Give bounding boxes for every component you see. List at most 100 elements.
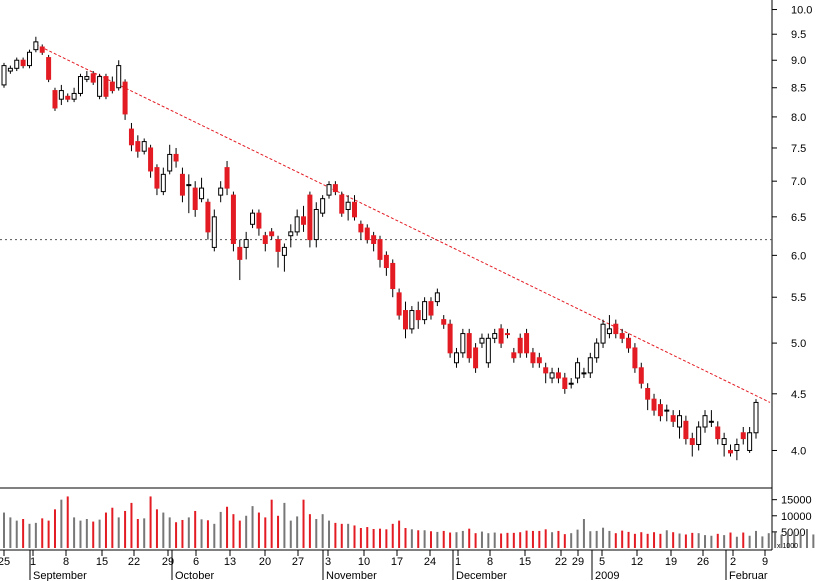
volume-bar [98, 519, 101, 548]
volume-bar [73, 517, 76, 548]
candle [26, 49, 32, 69]
candle [339, 191, 345, 217]
candle-body [84, 76, 90, 80]
day-tick-label: 3 [325, 556, 331, 568]
volume-bar [175, 522, 178, 548]
volume-bar [672, 532, 675, 548]
volume-bar [379, 528, 381, 548]
volume-bar [308, 514, 311, 548]
candle-body [460, 333, 466, 354]
day-tick-label: 15 [519, 556, 531, 568]
candlestick-series [1, 36, 759, 461]
candle [708, 410, 714, 428]
volume-bar [391, 523, 394, 548]
candle-body [683, 420, 689, 440]
day-tick-label: 20 [259, 556, 271, 568]
volume-bar [277, 515, 280, 548]
candle [562, 372, 568, 394]
candle-body [390, 262, 396, 290]
volume-bar [576, 529, 579, 548]
candle-body [498, 328, 504, 344]
candle-body [415, 310, 421, 321]
candle [294, 209, 300, 236]
candle-body [97, 76, 103, 97]
candle [326, 181, 332, 199]
candle [504, 328, 510, 339]
candle-body [600, 323, 606, 344]
candle-body [167, 153, 173, 172]
candle [434, 288, 440, 307]
candle-body [555, 372, 561, 379]
day-tick-label: 2 [730, 556, 736, 568]
candle [148, 144, 154, 178]
candle-body [670, 415, 676, 422]
candle-body [14, 59, 20, 69]
volume-bar [761, 536, 764, 548]
candle [619, 328, 625, 344]
volume-bar [296, 516, 299, 548]
candle [422, 297, 428, 325]
volume-bar [328, 520, 331, 548]
candle-body [581, 372, 587, 375]
volume-bar [92, 521, 95, 548]
candle [358, 220, 364, 240]
volume-bar [60, 499, 63, 548]
candle-body [371, 235, 377, 244]
volume-bar [245, 515, 248, 548]
volume-bar [710, 535, 713, 548]
candle-body [632, 347, 638, 369]
candle-body [626, 337, 632, 349]
day-tick-label: 10 [358, 556, 370, 568]
candle [256, 209, 262, 236]
day-tick-label: 29 [572, 556, 584, 568]
candle [543, 362, 549, 384]
volume-panel: 50001000015000 x 1000 [3, 488, 815, 550]
volume-bar [602, 527, 605, 548]
candle [352, 195, 358, 221]
candle-body [148, 147, 154, 172]
day-tick-label: 26 [697, 556, 709, 568]
volume-bar [723, 535, 726, 548]
candle [473, 343, 479, 373]
candle-body [52, 90, 58, 109]
candle [696, 421, 702, 451]
candle [224, 160, 230, 196]
volume-bar [493, 532, 496, 548]
day-tick-label: 22 [128, 556, 140, 568]
candle-body [664, 409, 670, 412]
candle-body [651, 398, 657, 411]
volume-bar [79, 520, 82, 548]
volume-bar [442, 530, 445, 548]
candle-body [339, 194, 345, 214]
candle [479, 333, 485, 348]
candle [84, 71, 90, 83]
candle-body [594, 342, 600, 359]
candle-body [434, 292, 440, 303]
candle [135, 135, 141, 158]
candle [199, 177, 205, 203]
candle [160, 167, 166, 196]
volume-bar [474, 533, 477, 548]
volume-bar [347, 523, 350, 548]
volume-bar [793, 531, 796, 548]
volume-bar [640, 532, 643, 548]
candle-body [677, 415, 683, 428]
candle-body [332, 184, 338, 193]
volume-bar [213, 523, 216, 548]
volume-bar [512, 532, 515, 548]
candle-body [109, 81, 115, 92]
candle [645, 383, 651, 411]
month-tick-label: Februar [729, 570, 768, 581]
volume-bar [461, 530, 464, 548]
candle [33, 36, 39, 53]
candle-body [39, 46, 45, 53]
candle-body [288, 231, 294, 237]
candle-body [409, 310, 415, 330]
candle-body [345, 201, 351, 210]
candle-body [511, 352, 517, 359]
price-tick-label: 6.0 [791, 250, 806, 262]
volume-bar [742, 532, 745, 548]
candle [555, 367, 561, 384]
price-tick-label: 10.0 [791, 5, 812, 17]
candle [237, 239, 243, 281]
